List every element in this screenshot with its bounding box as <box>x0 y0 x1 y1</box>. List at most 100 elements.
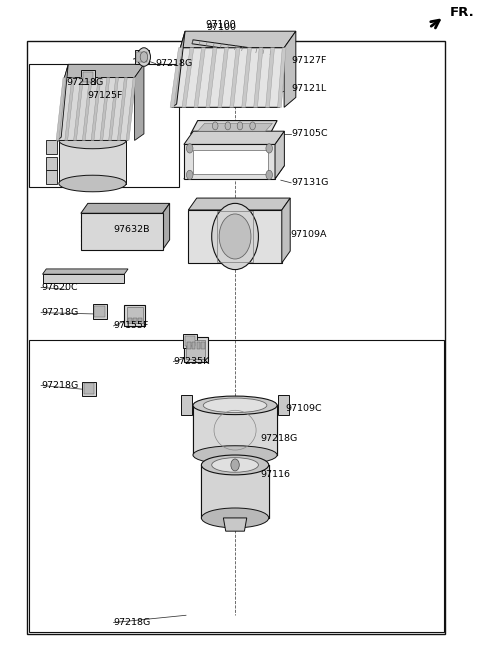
Circle shape <box>137 48 150 66</box>
Polygon shape <box>73 78 84 140</box>
Polygon shape <box>46 170 57 184</box>
Polygon shape <box>265 48 275 107</box>
Polygon shape <box>188 210 282 263</box>
Polygon shape <box>192 40 278 56</box>
Bar <box>127 307 143 323</box>
Bar <box>134 50 149 65</box>
Polygon shape <box>64 65 144 78</box>
Circle shape <box>219 214 251 259</box>
Polygon shape <box>182 48 194 107</box>
Circle shape <box>250 122 255 130</box>
Bar <box>192 342 195 349</box>
Ellipse shape <box>204 398 267 412</box>
Polygon shape <box>184 131 284 144</box>
Text: 97218G: 97218G <box>156 59 193 68</box>
Polygon shape <box>254 48 263 107</box>
Ellipse shape <box>193 396 277 414</box>
Text: 97105C: 97105C <box>291 129 328 138</box>
Text: 97218G: 97218G <box>67 78 104 87</box>
Polygon shape <box>282 198 290 263</box>
Polygon shape <box>100 78 110 140</box>
Text: 97131G: 97131G <box>291 178 328 188</box>
Circle shape <box>140 52 148 63</box>
Polygon shape <box>58 65 68 140</box>
Polygon shape <box>59 140 126 184</box>
Polygon shape <box>206 48 217 107</box>
Circle shape <box>212 203 258 269</box>
Polygon shape <box>126 78 136 140</box>
Polygon shape <box>172 31 185 107</box>
Bar <box>133 318 137 322</box>
Bar <box>81 70 95 84</box>
Polygon shape <box>181 396 192 415</box>
Polygon shape <box>81 203 169 213</box>
Circle shape <box>266 144 273 153</box>
Ellipse shape <box>202 508 269 528</box>
Circle shape <box>225 122 230 130</box>
Polygon shape <box>284 31 296 107</box>
Polygon shape <box>188 198 290 210</box>
Ellipse shape <box>59 175 126 192</box>
Bar <box>136 52 147 63</box>
Text: 97218G: 97218G <box>41 381 78 390</box>
Text: 97116: 97116 <box>261 470 291 479</box>
Polygon shape <box>277 48 286 107</box>
Ellipse shape <box>212 458 258 472</box>
Text: 97109C: 97109C <box>286 404 322 413</box>
Bar <box>29 65 179 187</box>
Polygon shape <box>108 78 119 140</box>
Bar <box>202 342 204 349</box>
Ellipse shape <box>193 446 277 464</box>
Bar <box>187 342 191 349</box>
Bar <box>83 72 93 82</box>
Bar <box>128 318 132 322</box>
Polygon shape <box>170 48 182 107</box>
Bar <box>138 318 142 322</box>
Circle shape <box>237 122 243 130</box>
Bar <box>84 384 95 394</box>
Text: 97125F: 97125F <box>88 91 123 100</box>
Bar <box>93 304 107 319</box>
Polygon shape <box>184 144 275 179</box>
Bar <box>197 342 200 349</box>
Polygon shape <box>275 131 284 179</box>
Polygon shape <box>65 78 75 140</box>
Polygon shape <box>223 518 247 531</box>
Bar <box>81 213 163 250</box>
Text: 97235K: 97235K <box>173 357 210 366</box>
Polygon shape <box>46 140 57 154</box>
Polygon shape <box>242 48 252 107</box>
Bar <box>185 336 195 346</box>
Polygon shape <box>134 65 144 140</box>
Polygon shape <box>172 48 284 107</box>
Polygon shape <box>191 120 277 134</box>
Polygon shape <box>218 48 228 107</box>
Text: 97100: 97100 <box>206 23 236 32</box>
Bar <box>29 340 444 632</box>
Polygon shape <box>184 166 284 179</box>
Text: 97620C: 97620C <box>41 283 78 292</box>
Bar <box>43 274 124 283</box>
Polygon shape <box>58 78 134 140</box>
Polygon shape <box>56 78 66 140</box>
Polygon shape <box>43 269 128 274</box>
Bar <box>27 41 445 634</box>
Polygon shape <box>230 48 240 107</box>
Text: 97632B: 97632B <box>114 225 150 234</box>
Text: 97155F: 97155F <box>114 321 149 331</box>
Polygon shape <box>278 396 289 415</box>
Polygon shape <box>194 48 205 107</box>
Ellipse shape <box>59 132 126 149</box>
Polygon shape <box>180 31 296 48</box>
Bar <box>186 340 205 359</box>
Polygon shape <box>91 78 101 140</box>
Polygon shape <box>83 78 92 140</box>
Polygon shape <box>198 123 273 131</box>
Polygon shape <box>193 406 277 455</box>
Text: 97218G: 97218G <box>261 434 298 443</box>
Ellipse shape <box>202 455 269 475</box>
Circle shape <box>186 144 193 153</box>
Circle shape <box>231 459 239 471</box>
Text: FR.: FR. <box>450 6 475 19</box>
Text: 97121L: 97121L <box>291 84 326 93</box>
